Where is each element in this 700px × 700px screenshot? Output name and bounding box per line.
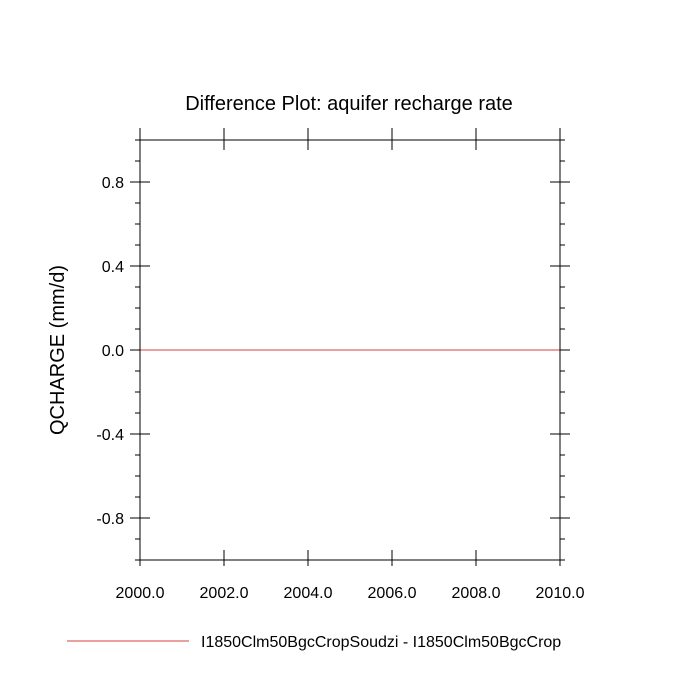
legend: I1850Clm50BgcCropSoudzi - I1850Clm50BgcC… [67,634,561,651]
y-tick-label: 0.8 [102,175,124,192]
legend-label: I1850Clm50BgcCropSoudzi - I1850Clm50BgcC… [201,634,561,651]
x-tick-label: 2006.0 [368,585,417,602]
plot-frame [139,139,561,561]
y-tick-label: -0.8 [96,511,124,528]
x-tick-label: 2000.0 [116,585,165,602]
chart-title: Difference Plot: aquifer recharge rate [185,93,513,115]
x-tick-label: 2004.0 [284,585,333,602]
x-tick-label: 2008.0 [452,585,501,602]
major-ticks [130,128,570,566]
tick-labels: 2000.0 2002.0 2004.0 2006.0 2008.0 2010.0 0.8 0… [96,175,584,602]
minor-ticks [135,139,565,561]
y-tick-label: 0.4 [102,259,124,276]
x-tick-label: 2010.0 [536,585,585,602]
y-tick-label: -0.4 [96,427,124,444]
y-axis-label: QCHARGE (mm/d) [47,265,69,435]
x-tick-label: 2002.0 [200,585,249,602]
y-tick-label: 0.0 [102,343,124,360]
